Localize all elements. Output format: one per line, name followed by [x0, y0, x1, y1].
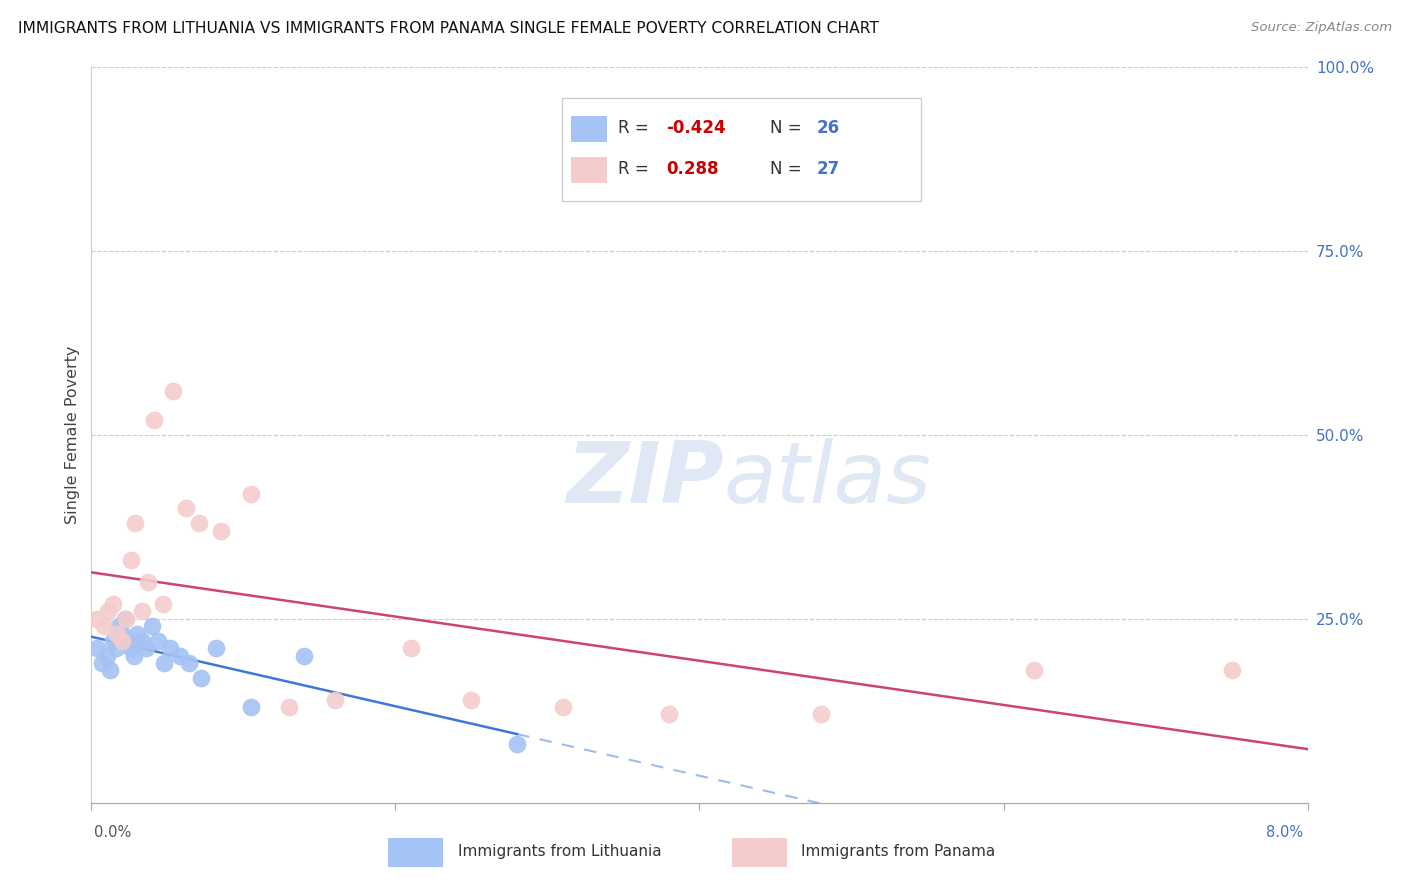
Point: [810, 707, 832, 722]
Bar: [571, 116, 607, 142]
Point: [114, 612, 136, 626]
Point: [190, 671, 212, 685]
Point: [101, 633, 124, 648]
Point: [506, 737, 529, 751]
Point: [86, 641, 108, 656]
Point: [111, 626, 134, 640]
Point: [117, 633, 139, 648]
Point: [460, 692, 482, 706]
Point: [105, 626, 128, 640]
Point: [169, 648, 191, 663]
Text: -0.424: -0.424: [666, 120, 725, 137]
Point: [152, 597, 174, 611]
Point: [292, 648, 315, 663]
Point: [240, 700, 263, 714]
Point: [205, 641, 228, 656]
Point: [96, 648, 118, 663]
Text: ZIP: ZIP: [567, 437, 724, 521]
Point: [141, 619, 163, 633]
Point: [136, 575, 159, 590]
Point: [125, 626, 148, 640]
Point: [131, 605, 153, 619]
Text: 26: 26: [817, 120, 839, 137]
Text: 8.0%: 8.0%: [1267, 825, 1303, 840]
Text: 0.288: 0.288: [666, 161, 718, 178]
Text: R =: R =: [619, 120, 654, 137]
Point: [120, 553, 142, 567]
Text: Immigrants from Panama: Immigrants from Panama: [801, 845, 995, 859]
Point: [551, 700, 574, 714]
Point: [142, 413, 165, 427]
Point: [240, 487, 263, 501]
Point: [1022, 664, 1045, 678]
Point: [124, 516, 146, 531]
Text: Immigrants from Lithuania: Immigrants from Lithuania: [457, 845, 661, 859]
Point: [159, 641, 181, 656]
Point: [188, 516, 211, 531]
Point: [399, 641, 422, 656]
Point: [98, 664, 121, 678]
Point: [97, 605, 120, 619]
Text: N =: N =: [770, 120, 807, 137]
Point: [153, 656, 176, 670]
Text: IMMIGRANTS FROM LITHUANIA VS IMMIGRANTS FROM PANAMA SINGLE FEMALE POVERTY CORREL: IMMIGRANTS FROM LITHUANIA VS IMMIGRANTS …: [18, 21, 879, 36]
Text: 27: 27: [817, 161, 841, 178]
Text: atlas: atlas: [724, 437, 932, 521]
Point: [104, 641, 127, 656]
Point: [101, 597, 124, 611]
Text: R =: R =: [619, 161, 659, 178]
Point: [148, 633, 170, 648]
Bar: [388, 838, 443, 867]
Text: N =: N =: [770, 161, 807, 178]
Point: [174, 501, 197, 516]
Y-axis label: Single Female Poverty: Single Female Poverty: [65, 345, 80, 524]
Text: 0.0%: 0.0%: [94, 825, 131, 840]
Point: [131, 633, 153, 648]
Point: [658, 707, 681, 722]
Point: [91, 656, 114, 670]
Point: [209, 524, 232, 538]
Point: [1220, 664, 1243, 678]
Text: Source: ZipAtlas.com: Source: ZipAtlas.com: [1251, 21, 1392, 34]
Bar: [731, 838, 786, 867]
Point: [115, 612, 138, 626]
Point: [122, 648, 145, 663]
Point: [162, 384, 184, 398]
Point: [111, 633, 134, 648]
Bar: [571, 157, 607, 183]
Point: [86, 612, 108, 626]
Point: [177, 656, 200, 670]
Point: [93, 619, 115, 633]
Point: [107, 619, 129, 633]
Point: [323, 692, 346, 706]
Point: [135, 641, 157, 656]
Point: [278, 700, 301, 714]
Point: [120, 641, 142, 656]
